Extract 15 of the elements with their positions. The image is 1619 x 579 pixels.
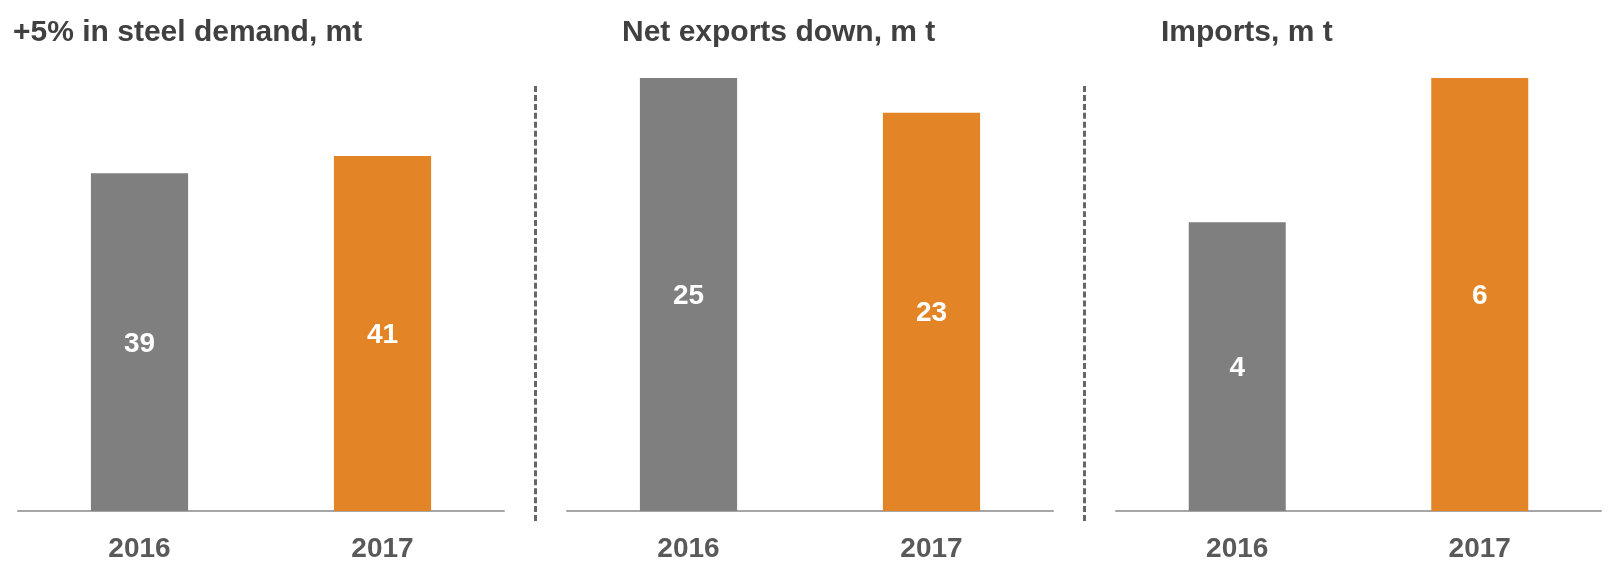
x-tick-label: 2017 xyxy=(1448,531,1511,563)
chart-title: Imports, m t xyxy=(1161,13,1333,47)
x-tick-label: 2017 xyxy=(351,531,414,563)
chart-title: Net exports down, m t xyxy=(622,13,936,47)
x-tick-label: 2017 xyxy=(900,531,963,563)
chart-title: +5% in steel demand, mt xyxy=(13,13,363,47)
data-label: 4 xyxy=(1229,351,1246,383)
data-label: 23 xyxy=(915,296,948,328)
data-label: 39 xyxy=(123,326,156,358)
data-label: 25 xyxy=(672,279,705,310)
x-tick-label: 2016 xyxy=(657,531,720,563)
x-tick-label: 2016 xyxy=(1206,531,1269,563)
data-label: 41 xyxy=(366,317,399,349)
x-tick-label: 2016 xyxy=(108,531,171,563)
data-label: 6 xyxy=(1471,279,1488,310)
